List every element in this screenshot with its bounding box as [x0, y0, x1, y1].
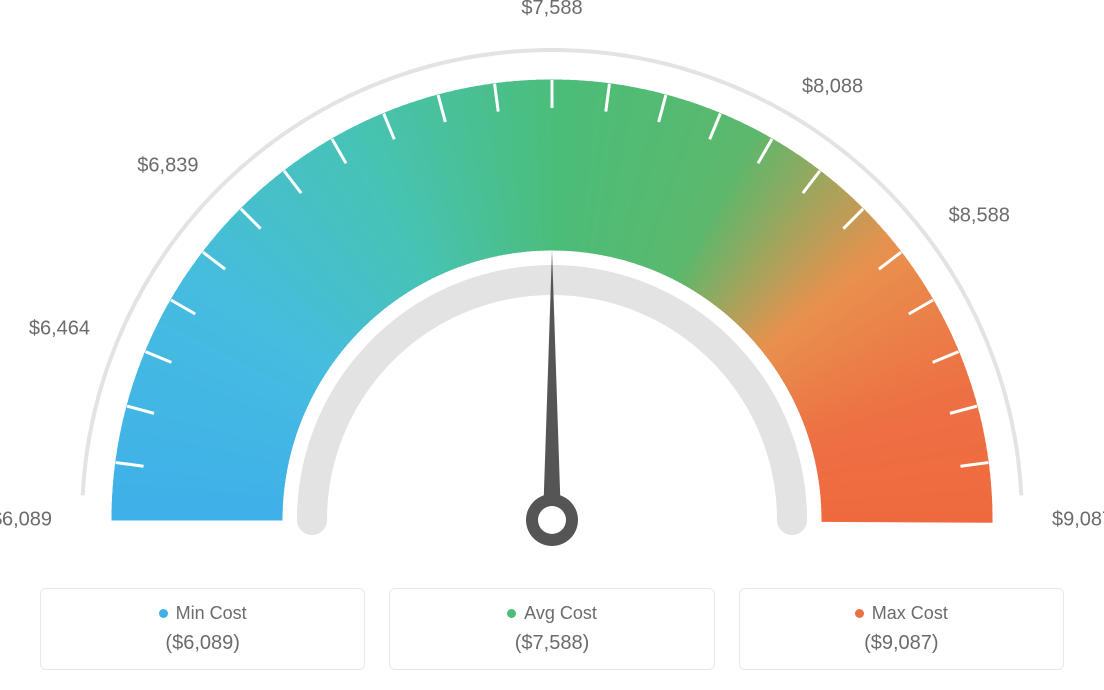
legend-title-max: Max Cost [855, 603, 948, 624]
legend-value-avg: ($7,588) [400, 632, 703, 655]
legend-label-min: Min Cost [176, 603, 247, 624]
gauge-tick-label: $6,464 [29, 317, 90, 340]
legend-label-max: Max Cost [872, 603, 948, 624]
legend-dot-max [855, 609, 864, 618]
legend-card-min: Min Cost ($6,089) [40, 588, 365, 670]
legend-card-avg: Avg Cost ($7,588) [389, 588, 714, 670]
legend-value-min: ($6,089) [51, 632, 354, 655]
legend-card-max: Max Cost ($9,087) [739, 588, 1064, 670]
legend-value-max: ($9,087) [750, 632, 1053, 655]
legend-row: Min Cost ($6,089) Avg Cost ($7,588) Max … [40, 588, 1064, 670]
legend-dot-min [159, 609, 168, 618]
legend-dot-avg [507, 609, 516, 618]
gauge-svg [0, 0, 1104, 560]
gauge-tick-label: $8,588 [949, 204, 1010, 227]
chart-container: $6,089 $6,464 $6,839 $7,588 $8,088 $8,588 $9,0… [0, 0, 1104, 690]
gauge-tick-label: $6,089 [0, 509, 52, 532]
gauge-tick-label: $9,087 [1052, 509, 1104, 532]
legend-title-avg: Avg Cost [507, 603, 597, 624]
gauge-tick-label: $7,588 [521, 0, 582, 20]
gauge-tick-label: $8,088 [802, 75, 863, 98]
gauge-chart: $6,089 $6,464 $6,839 $7,588 $8,088 $8,588 $9,0… [0, 0, 1104, 560]
gauge-tick-label: $6,839 [137, 155, 198, 178]
legend-label-avg: Avg Cost [524, 603, 597, 624]
legend-title-min: Min Cost [159, 603, 247, 624]
